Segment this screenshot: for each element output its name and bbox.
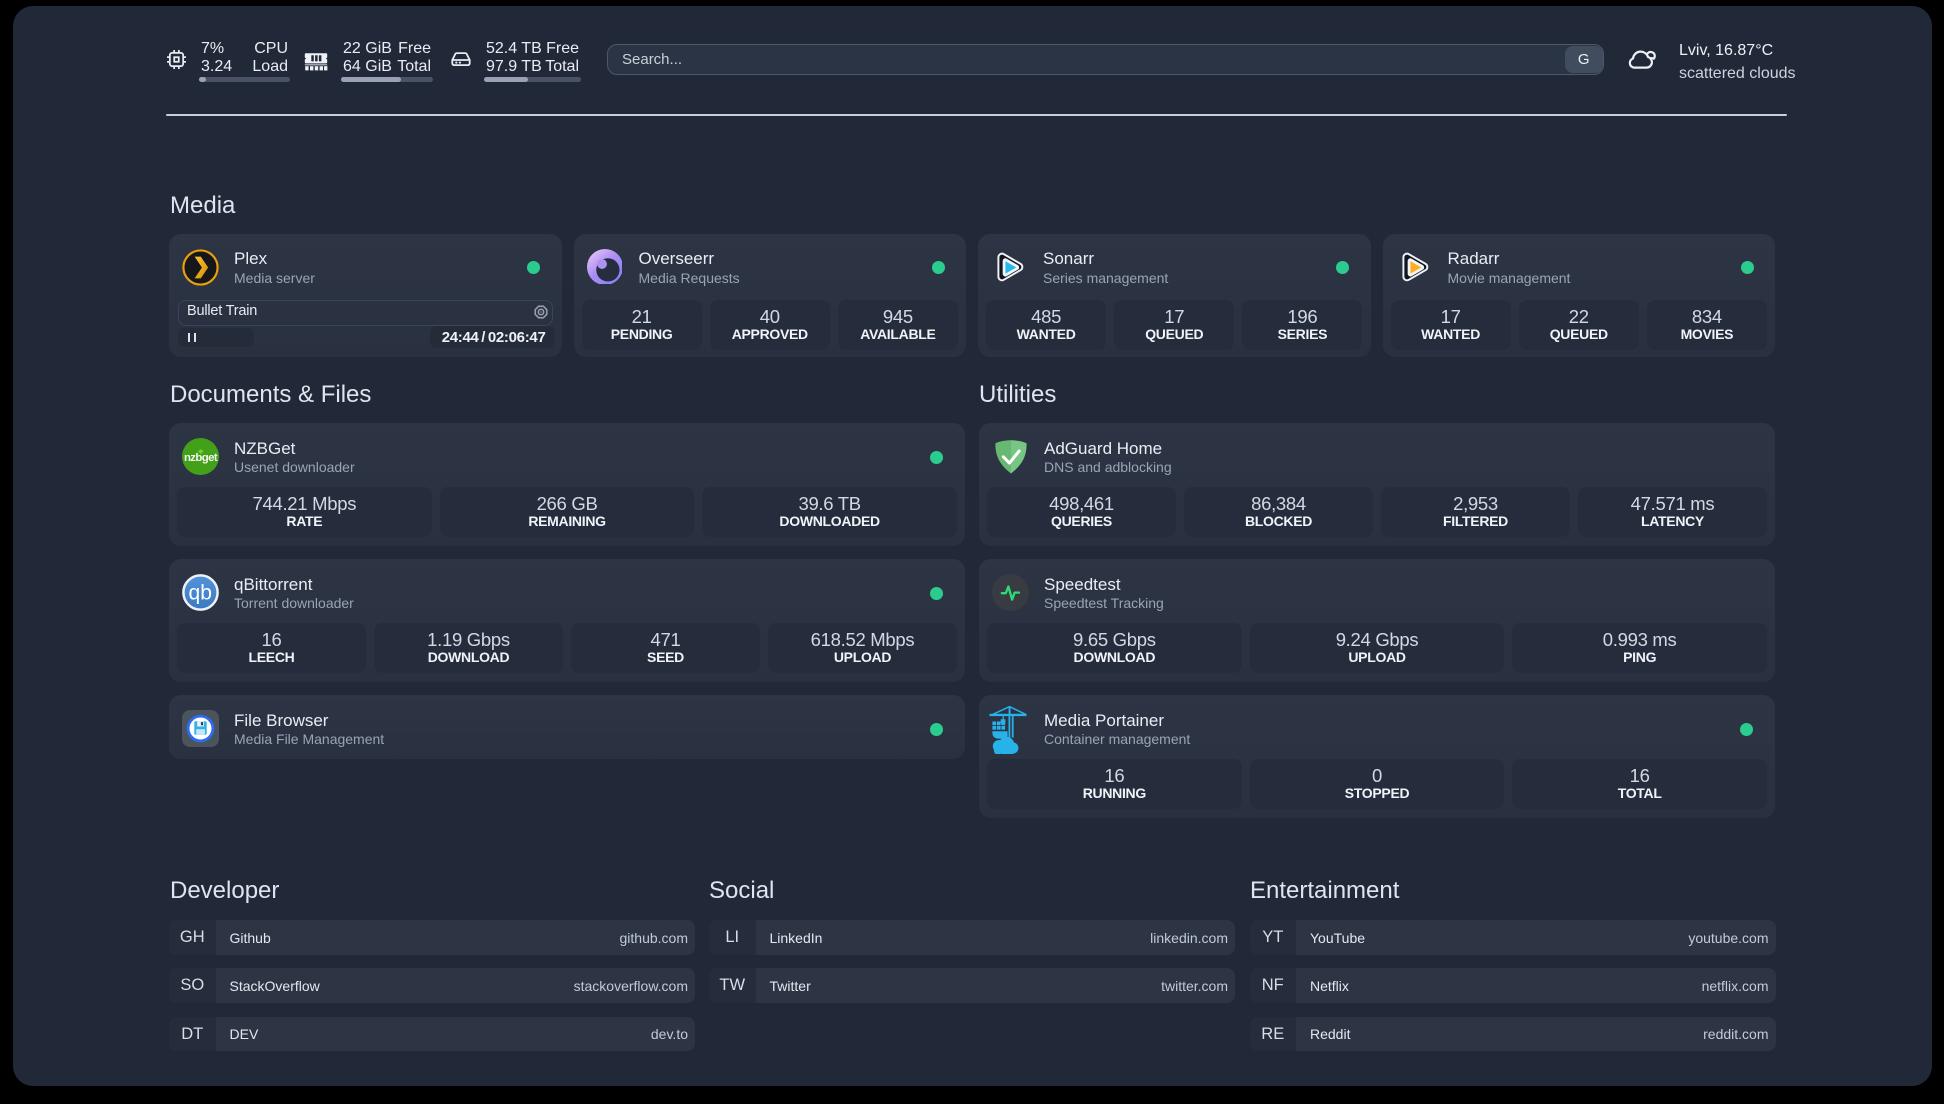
svg-text:qb: qb [189, 582, 212, 605]
svg-text:nzbget: nzbget [184, 452, 218, 464]
